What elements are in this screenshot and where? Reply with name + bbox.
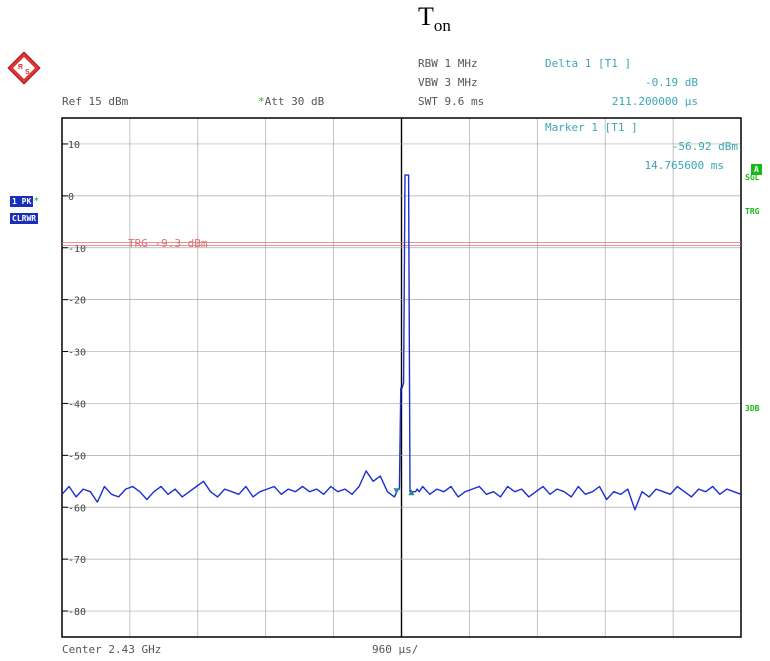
delta-marker-label: Delta 1 [T1 ]: [545, 57, 632, 70]
svg-text:S: S: [25, 69, 30, 76]
delta-marker-symbol: [408, 489, 415, 496]
y-tick-label: -30: [68, 348, 86, 359]
y-tick-label: -40: [68, 399, 86, 410]
marker-1-symbol: [393, 488, 400, 495]
reference-level: Ref 15 dBm: [62, 95, 129, 108]
y-tick-label: -10: [68, 244, 86, 255]
y-tick-label: -50: [68, 451, 86, 462]
marker-time: 14.765600 ms: [645, 159, 724, 172]
delta-marker-time: 211.200000 µs: [611, 95, 698, 108]
y-tick-label: 10: [68, 140, 80, 151]
plot-frame: [61, 117, 742, 638]
3db-badge: 3DB: [745, 404, 760, 413]
y-tick-label: -20: [68, 296, 86, 307]
trace-mode-badge: CLRWR: [10, 213, 39, 224]
svg-text:R: R: [18, 64, 23, 71]
spectrum-trace: [61, 174, 742, 511]
trace-badge: 1 PK *: [10, 196, 40, 207]
delta-marker-value: -0.19 dB: [645, 76, 698, 89]
single-sweep-badge: SGL: [745, 173, 760, 182]
page-title: Ton: [418, 2, 451, 35]
vbw-readout: VBW 3 MHz: [418, 76, 478, 89]
span-per-division: 960 µs/: [372, 643, 419, 656]
y-tick-label: -60: [68, 503, 86, 514]
trigger-badge: TRG: [745, 207, 760, 216]
rbw-readout: RBW 1 MHz: [418, 57, 478, 70]
marker-label: Marker 1 [T1 ]: [545, 121, 638, 134]
sweep-time-readout: SWT 9.6 ms: [418, 95, 485, 108]
center-frequency: Center 2.43 GHz: [62, 643, 162, 656]
y-tick-label: -70: [68, 555, 86, 566]
attenuation: *Att 30 dB: [258, 95, 325, 108]
y-tick-label: -80: [68, 607, 86, 618]
marker-level: -56.92 dBm: [672, 140, 739, 153]
analyzer-badge: A: [751, 157, 762, 176]
y-tick-label: 0: [68, 192, 74, 203]
trigger-level-label: TRG -9.3 dBm: [128, 237, 208, 250]
rohde-schwarz-logo: R S: [7, 51, 41, 85]
